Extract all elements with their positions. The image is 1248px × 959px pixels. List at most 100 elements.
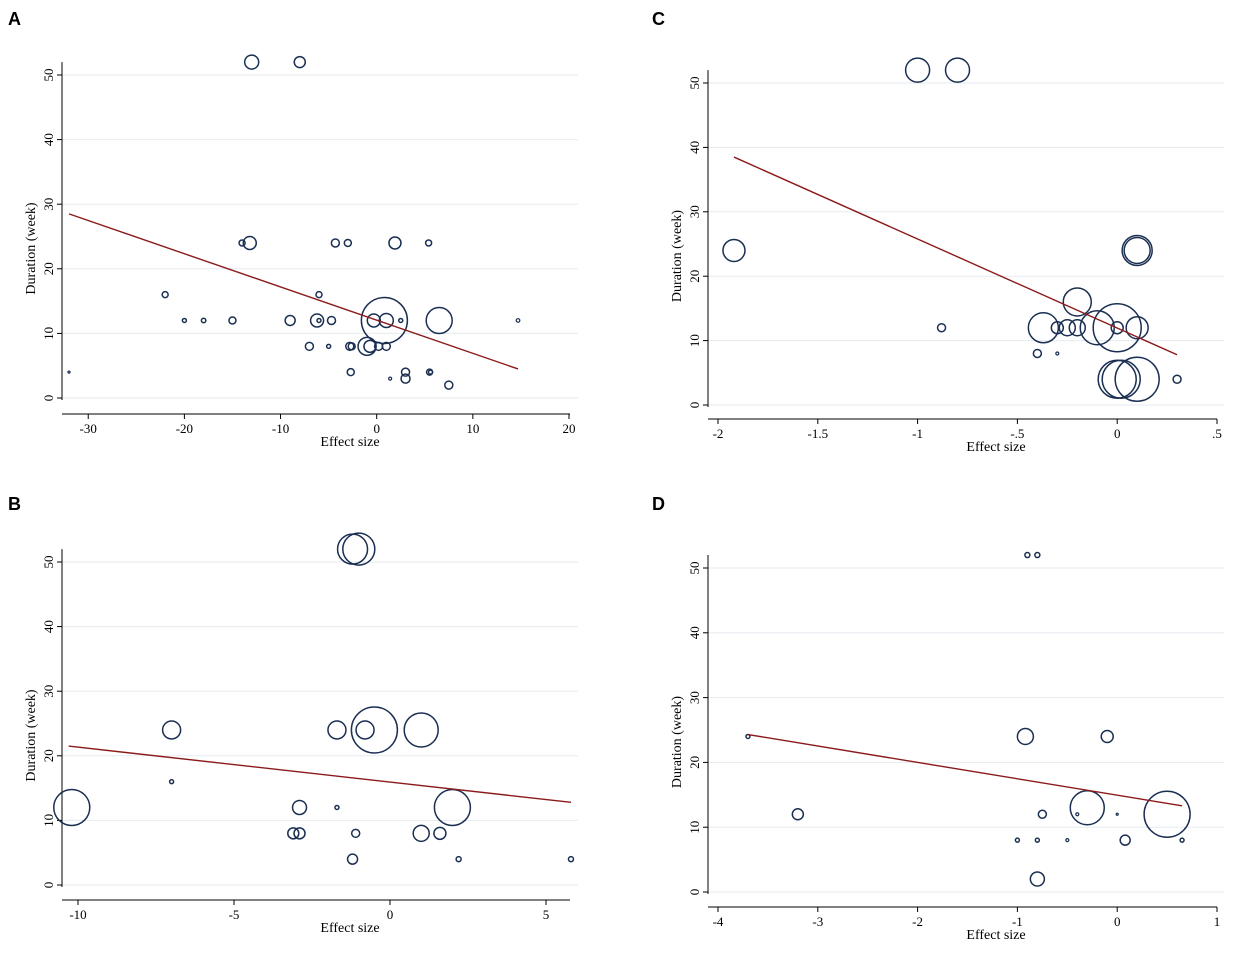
- y-tick-label-b-4: 40: [41, 620, 56, 633]
- marker-a-4: [330, 238, 341, 248]
- marker-b-12: [287, 827, 300, 840]
- x-tick-label-c-3: -.5: [1010, 426, 1024, 441]
- x-tick-label-d-1: -3: [812, 914, 823, 929]
- y-tick-label-b-1: 10: [41, 814, 56, 827]
- marker-b-18: [455, 855, 462, 863]
- x-tick-label-b-1: -5: [229, 907, 240, 922]
- plot-d: 0 10 20 30 40 50 -4 -3 -2 -1 0 1 Effect size Duration…: [670, 551, 1224, 943]
- y-tick-label-a-2: 20: [41, 262, 56, 275]
- marker-d-13: [1065, 838, 1070, 843]
- marker-c-4: [1123, 236, 1151, 265]
- marker-c-12: [1092, 302, 1142, 353]
- fit-line-a: [68, 213, 519, 370]
- marker-a-0: [243, 54, 260, 70]
- marker-a-16: [326, 315, 337, 326]
- marker-a-11: [200, 317, 207, 324]
- marker-d-14: [1119, 834, 1131, 846]
- marker-a-6: [388, 236, 402, 250]
- marker-b-16: [433, 826, 447, 841]
- marker-b-2: [161, 720, 182, 740]
- x-tick-label-c-5: .5: [1212, 426, 1222, 441]
- x-tick-label-b-2: 0: [387, 907, 394, 922]
- marker-a-17: [366, 313, 382, 328]
- marker-d-10: [1143, 790, 1191, 838]
- x-axis-title-b: Effect size: [320, 921, 379, 936]
- y-tick-label-c-2: 20: [687, 270, 702, 283]
- y-tick-label-d-0: 0: [687, 889, 702, 896]
- marker-a-35: [427, 369, 434, 375]
- marker-a-12: [228, 316, 237, 325]
- y-tick-label-d-2: 20: [687, 756, 702, 769]
- marker-a-9: [315, 290, 323, 299]
- marker-c-14: [1125, 315, 1149, 340]
- y-tick-label-d-5: 50: [687, 562, 702, 575]
- marker-a-26: [347, 342, 356, 351]
- x-tick-label-d-4: 0: [1114, 914, 1121, 929]
- marker-a-21: [425, 306, 453, 335]
- marker-a-25: [345, 341, 355, 352]
- fit-line-b: [68, 745, 572, 804]
- y-tick-label-d-1: 10: [687, 821, 702, 834]
- marker-b-1: [342, 532, 376, 566]
- x-tick-label-a-4: 10: [466, 421, 479, 436]
- marker-c-19: [1114, 356, 1160, 402]
- x-tick-label-a-2: -10: [272, 421, 289, 436]
- y-tick-label-d-3: 30: [687, 691, 702, 704]
- marker-a-36: [388, 376, 393, 381]
- x-tick-label-a-1: -20: [176, 421, 193, 436]
- marker-b-19: [567, 855, 575, 863]
- marker-a-5: [343, 238, 353, 248]
- x-tick-label-d-2: -2: [912, 914, 923, 929]
- marker-c-20: [1172, 374, 1182, 384]
- y-tick-label-b-2: 20: [41, 749, 56, 762]
- marker-c-2: [722, 238, 746, 263]
- marker-b-15: [412, 824, 430, 843]
- x-tick-label-c-0: -2: [713, 426, 724, 441]
- y-tick-label-a-1: 10: [41, 327, 56, 340]
- marker-a-10: [181, 317, 188, 324]
- marker-b-9: [291, 799, 308, 816]
- marker-c-18: [1101, 359, 1141, 399]
- marker-d-3: [1016, 727, 1035, 746]
- x-tick-label-c-1: -1.5: [808, 426, 829, 441]
- x-tick-label-d-3: -1: [1012, 914, 1023, 929]
- fit-line-d: [747, 733, 1183, 807]
- marker-a-38: [444, 380, 454, 390]
- marker-d-5: [791, 807, 805, 821]
- marker-c-3: [1121, 234, 1153, 267]
- marker-b-14: [350, 828, 361, 839]
- marker-c-5: [1062, 287, 1093, 317]
- marker-d-12: [1034, 837, 1041, 843]
- marker-a-32: [346, 367, 355, 377]
- x-tick-label-c-2: -1: [912, 426, 923, 441]
- panel-label-c: C: [652, 9, 665, 29]
- marker-c-16: [1055, 351, 1060, 356]
- y-tick-label-b-3: 30: [41, 685, 56, 698]
- marker-b-7: [168, 778, 175, 785]
- marker-d-16: [1029, 871, 1046, 887]
- plot-b: 0 10 20 30 40 50 -10 -5 0 5 Effect size Duration (w…: [24, 532, 578, 936]
- marker-a-28: [363, 339, 377, 354]
- x-axis-title-a: Effect size: [320, 435, 379, 450]
- marker-a-3: [242, 235, 258, 251]
- plot-c: 0 10 20 30 40 50 -2 -1.5 -1 -.5 0 .5 Effect size Dura…: [670, 57, 1224, 455]
- marker-b-8: [53, 788, 91, 827]
- marker-a-18: [360, 296, 409, 345]
- marker-c-6: [936, 322, 947, 333]
- marker-a-14: [309, 313, 325, 328]
- y-tick-label-b-0: 0: [41, 882, 56, 889]
- x-tick-label-a-5: 20: [563, 421, 576, 436]
- marker-d-9: [1115, 812, 1119, 816]
- marker-d-2: [745, 733, 751, 740]
- marker-a-24: [325, 343, 332, 350]
- y-tick-label-a-5: 50: [41, 69, 56, 82]
- panel-label-d: D: [652, 494, 665, 514]
- panel-label-a: A: [8, 9, 21, 29]
- y-tick-label-a-3: 30: [41, 198, 56, 211]
- marker-c-11: [1079, 309, 1115, 346]
- marker-c-8: [1050, 320, 1065, 335]
- marker-d-11: [1014, 837, 1021, 843]
- marker-b-3: [327, 720, 347, 740]
- plot-a: 0 10 20 30 40 50 -30 -20 -10 0 10 20 Effect size Dura…: [24, 54, 578, 450]
- marker-a-1: [293, 55, 307, 69]
